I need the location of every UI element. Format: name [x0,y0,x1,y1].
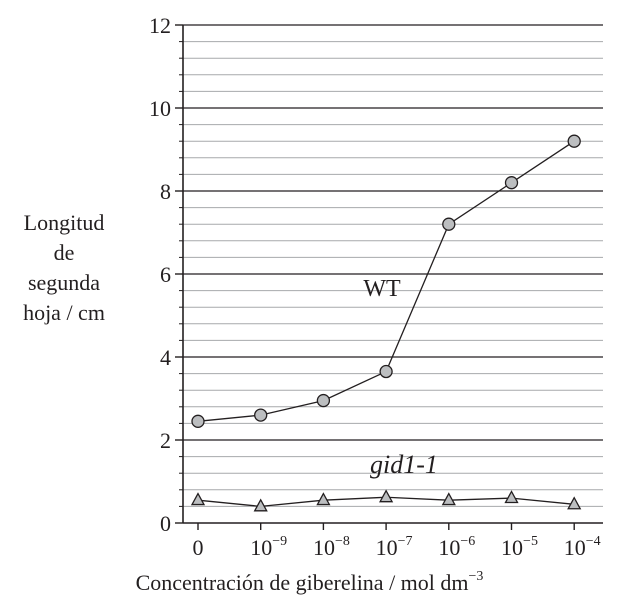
y-axis-title: Longitud de segunda hoja / cm [4,208,124,328]
y-tick-label: 8 [160,179,171,204]
y-tick-label: 4 [160,345,171,370]
data-point-gid1-1 [441,492,456,506]
data-point-wt [379,364,393,379]
x-axis-title-text: Concentración de giberelina / mol dm [135,570,469,595]
data-point-gid1-1 [379,489,394,503]
series-group [190,134,582,512]
y-tick-label: 2 [160,428,171,453]
x-axis-title: Concentración de giberelina / mol dm−3 [0,570,619,596]
x-tick-label: 10−7 [376,534,413,560]
x-tick-label: 10−9 [250,534,287,560]
x-axis-title-exponent: −3 [468,569,484,584]
data-point-wt [316,393,331,408]
x-tick-label: 10−8 [313,534,350,560]
y-tick-label: 10 [149,96,171,121]
data-point-gid1-1 [316,492,331,506]
data-point-gid1-1 [190,492,206,506]
x-tick-label: 0 [193,535,204,560]
y-axis-title-line: hoja / cm [23,300,105,325]
data-point-wt [567,134,581,148]
y-axis-title-line: segunda [27,270,101,295]
x-tick-label: 10−6 [438,534,475,560]
data-point-wt [191,414,205,428]
data-point-gid1-1 [567,496,582,510]
x-tick-label: 10−4 [564,534,601,560]
data-point-wt [254,408,268,422]
y-tick-label: 6 [160,262,171,287]
x-tick-label: 10−5 [501,534,538,560]
axes [175,24,603,530]
y-axis-title-line: Longitud [23,210,105,235]
data-point-gid1-1 [253,498,268,512]
y-tick-label: 12 [149,13,171,38]
y-tick-label: 0 [160,511,171,536]
grid-lines [183,24,603,507]
y-axis-title-line: de [53,240,75,265]
series-label-gid1-1: gid1-1 [370,450,438,479]
series-label-wt: WT [363,276,401,302]
data-point-wt [504,176,519,190]
data-point-gid1-1 [504,490,519,504]
tick-labels: 0 2 4 6 8 10 12 0 10−9 10−8 10−7 10−6 10−5 10−4 WT gid1… [149,13,601,560]
data-point-wt [442,217,456,231]
